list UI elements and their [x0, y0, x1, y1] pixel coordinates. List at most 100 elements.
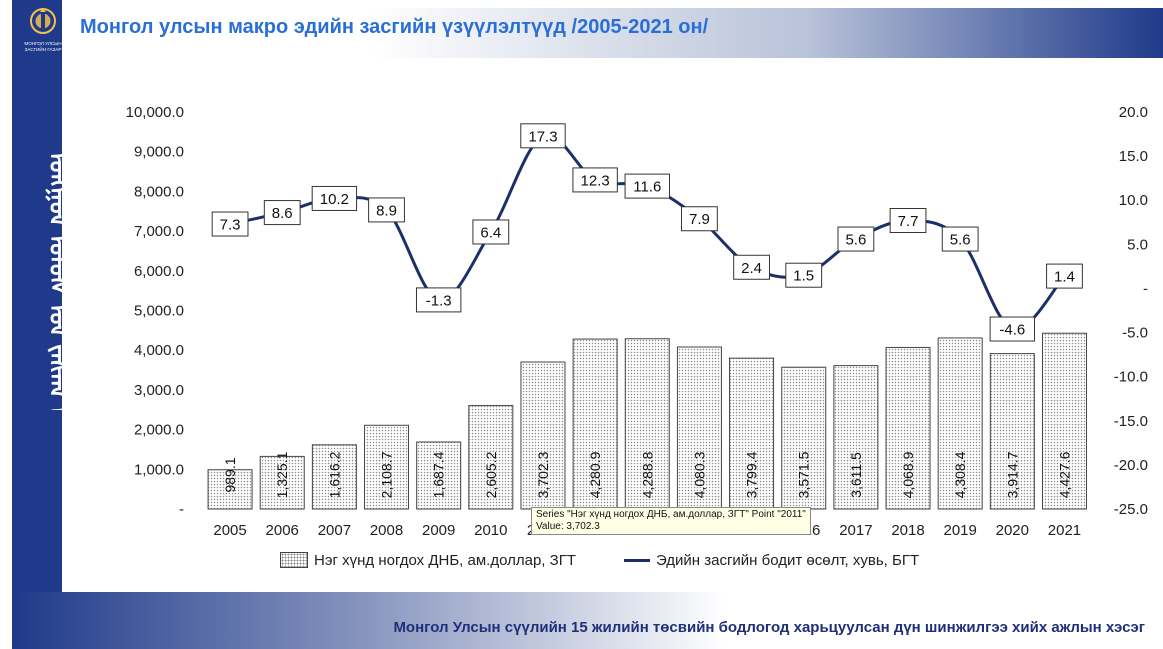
left-axis: - 1,000.0 2,000.0 3,000.0 4,000.0 5,000.0 6,00…	[126, 104, 184, 518]
bar-data-label: 2,108.7	[379, 451, 395, 498]
line-data-label: 1.4	[1054, 269, 1075, 286]
line-data-label: 6.4	[480, 224, 501, 241]
line-data-label: 5.6	[950, 232, 971, 249]
left-axis-tick-label: 7,000.0	[134, 223, 184, 240]
line-data-label-box	[624, 173, 670, 199]
line-data-label-box	[889, 208, 927, 234]
bar-data-label: 1,616.2	[326, 451, 342, 498]
series-tooltip: Series "Нэг хүнд ногдох ДНБ, ам.доллар, …	[531, 507, 811, 535]
bar	[833, 365, 879, 510]
line-data-label: 11.6	[633, 179, 661, 196]
legend-line-swatch	[623, 558, 650, 562]
line-data-label-box	[311, 185, 358, 211]
right-axis-tick-label: 10.0	[1119, 192, 1148, 209]
right-axis-tick-label: 15.0	[1119, 148, 1148, 165]
x-axis-tick-label: 2020	[996, 522, 1029, 539]
header-band	[62, 8, 1163, 58]
line-data-label-box	[368, 197, 405, 223]
line-data-label: 7.7	[898, 213, 919, 230]
right-axis-tick-label: -5.0	[1122, 325, 1148, 342]
bar	[520, 361, 566, 510]
emblem-caption-line-1: МОНГОЛ УЛСЫН	[24, 41, 62, 46]
line-data-label-box	[733, 254, 770, 280]
bar	[416, 441, 462, 510]
left-axis-tick-label: 9,000.0	[134, 144, 184, 161]
bar	[572, 338, 618, 510]
bar-data-label: 1,325.1	[274, 451, 290, 498]
x-axis-tick-label: 2018	[891, 522, 924, 539]
bar	[729, 357, 775, 510]
bar-data-label: 3,799.4	[744, 451, 760, 498]
line-series: 7.3 8.6 10.2 8.9 -1.3 6.4 17.3 12.3 11.6 7.9 2.4 1.…	[211, 123, 1083, 342]
left-axis-tick-label: 1,000.0	[134, 461, 184, 478]
line-data-label-box	[681, 206, 718, 232]
x-axis-tick-label: 2006	[266, 522, 299, 539]
bar-data-label: 3,914.7	[1004, 451, 1020, 498]
line-data-label-box	[211, 211, 249, 237]
growth-line	[229, 133, 1066, 331]
legend-line-label: Эдийн засгийн бодит өсөлт, хувь, БГТ	[655, 551, 920, 569]
line-data-label-box	[263, 200, 301, 226]
line-data-label: 17.3	[528, 128, 557, 145]
chart: - 1,000.0 2,000.0 3,000.0 4,000.0 5,000.0 6,00…	[126, 104, 1148, 539]
left-axis-tick-label: 5,000.0	[134, 303, 184, 320]
bar-data-label: 4,308.4	[952, 451, 968, 498]
left-axis-tick-label: 10,000.0	[126, 104, 184, 121]
line-data-label: -1.3	[426, 292, 452, 309]
line-data-label: 12.3	[581, 172, 610, 189]
x-axis-tick-label: 2010	[474, 522, 507, 539]
right-axis: -25.0-20.0-15.0-10.0-5.0-5.010.015.020.0	[1114, 104, 1148, 518]
bar-data-label: 989.1	[222, 457, 238, 492]
bar-data-label: 3,611.5	[848, 452, 864, 498]
chart-legend: Нэг хүнд ногдох ДНБ, ам.доллар, ЗГТ Эдий…	[280, 550, 919, 570]
bar	[364, 424, 410, 510]
footer-band	[12, 592, 1163, 649]
x-axis-tick-label: 2021	[1048, 522, 1081, 539]
legend-bar-swatch	[280, 552, 308, 568]
line-data-label-box	[472, 219, 510, 245]
bar	[468, 405, 514, 510]
left-axis-tick-label: 2,000.0	[134, 422, 184, 439]
line-data-label: 5.6	[845, 232, 866, 249]
government-emblem-icon	[30, 8, 56, 34]
line-data-label: 8.6	[272, 205, 293, 222]
mongolian-script-label: ᠮᠣᠩᠭᠣᠯ ᠤᠯᠤᠰ ᠤᠨ ᠵᠠᠰᠠᠭ ᠤᠨ ᠭᠠᠵᠠᠷ	[44, 150, 71, 410]
line-data-label-box	[941, 226, 979, 252]
bar	[1041, 332, 1087, 510]
bar-data-label: 4,068.9	[900, 451, 916, 498]
bar-data-label: 4,427.6	[1056, 451, 1072, 498]
line-data-label-box	[1046, 263, 1083, 289]
right-axis-tick-label: -20.0	[1114, 457, 1148, 474]
line-data-label: 7.3	[220, 217, 241, 234]
bar	[781, 366, 827, 510]
line-data-label-box	[520, 123, 566, 149]
x-axis-tick-label: 2007	[318, 522, 351, 539]
bar-data-label: 1,687.4	[431, 451, 447, 498]
left-axis-tick-label: -	[179, 501, 184, 518]
right-axis-tick-label: 5.0	[1127, 236, 1148, 253]
right-axis-tick-label: -10.0	[1114, 369, 1148, 386]
bar	[937, 337, 983, 510]
x-axis-tick-label: 2019	[943, 522, 976, 539]
x-axis-tick-label: 2009	[422, 522, 455, 539]
left-axis-tick-label: 8,000.0	[134, 183, 184, 200]
line-data-label-box	[989, 316, 1036, 342]
line-data-label: 8.9	[376, 202, 397, 219]
bar-data-label: 4,080.3	[691, 451, 707, 498]
line-data-label-box	[572, 167, 618, 193]
line-data-label: -4.6	[999, 322, 1025, 339]
footer-text: Монгол Улсын сүүлийн 15 жилийн төсвийн б…	[393, 619, 1145, 636]
bar-data-label: 2,605.2	[483, 451, 499, 498]
bar	[885, 346, 931, 510]
legend-bar-label: Нэг хүнд ногдох ДНБ, ам.доллар, ЗГТ	[314, 551, 576, 569]
bar	[624, 338, 670, 510]
line-data-label: 2.4	[741, 260, 762, 277]
line-data-label-box	[415, 287, 462, 313]
x-axis-tick-label: 2008	[370, 522, 403, 539]
bar	[259, 455, 305, 510]
tooltip-line-2: Value: 3,702.3	[536, 521, 600, 532]
right-axis-tick-label: -	[1143, 280, 1148, 297]
page-title: Монгол улсын макро эдийн засгийн үзүүлэл…	[80, 16, 709, 38]
x-axis-tick-label: 2005	[213, 522, 246, 539]
bar-data-label: 3,571.5	[796, 451, 812, 498]
